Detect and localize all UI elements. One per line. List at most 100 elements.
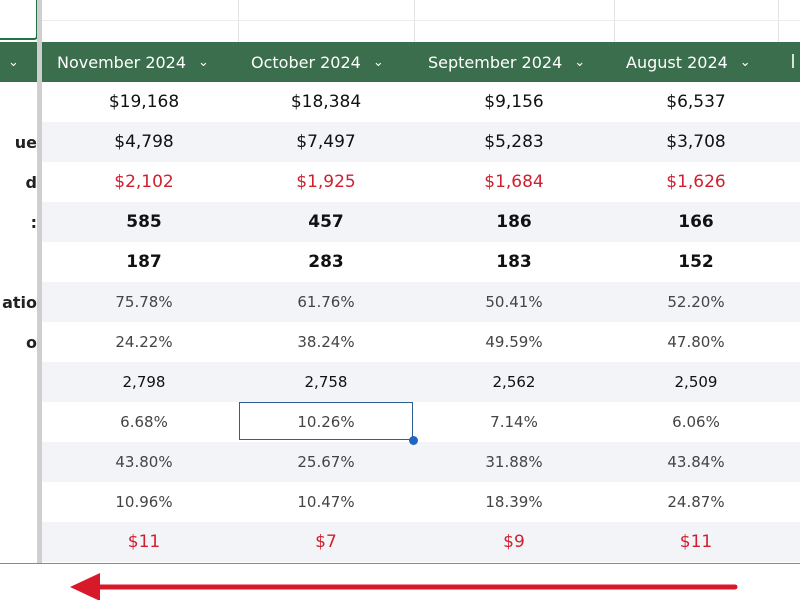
row-label [0,482,37,522]
fill-handle[interactable] [409,436,418,445]
sheet-bottom-border [0,563,800,564]
chevron-down-icon[interactable]: ⌄ [8,54,19,70]
table-cell[interactable]: 38.24% [297,333,355,351]
row-label: ue [14,132,37,152]
table-cell[interactable]: $7,497 [296,132,356,152]
chevron-down-icon[interactable]: ⌄ [372,54,384,70]
row-label: d [25,172,37,192]
table-cell[interactable]: 166 [678,212,714,232]
row-label [0,402,37,442]
chevron-down-icon[interactable]: ⌄ [198,54,209,70]
table-cell[interactable]: 43.80% [115,453,173,471]
table-cell[interactable]: 2,758 [304,373,348,391]
selected-tab-corner[interactable] [0,0,38,40]
table-cell[interactable]: 50.41% [485,293,543,311]
grid-line [614,0,615,42]
row-label [0,522,37,562]
table-cell[interactable]: 2,798 [122,373,166,391]
column-header-label: November 2024 [57,52,187,72]
grid-line [238,0,239,42]
table-row: 43.80% 25.67% 31.88% 43.84% [42,442,800,482]
left-arrow-icon [70,573,738,600]
freeze-pane-divider[interactable] [37,0,42,565]
bottom-area [0,564,800,600]
table-cell[interactable]: $19,168 [108,92,180,112]
column-header-label: September 2024 [428,52,563,72]
chevron-down-icon[interactable]: ⌄ [739,54,751,70]
table-cell[interactable]: $7 [315,532,337,552]
table-cell[interactable]: 457 [308,212,344,232]
table-cell[interactable]: 183 [496,252,532,272]
table-cell[interactable]: 186 [496,212,532,232]
table-row: 75.78% 61.76% 50.41% 52.20% [42,282,800,322]
table-row: 2,798 2,758 2,562 2,509 [42,362,800,402]
column-header-august[interactable]: August 2024 ⌄ [626,42,751,82]
column-header-september[interactable]: September 2024 ⌄ [428,42,585,82]
next-column-edge [792,54,794,68]
table-cell[interactable]: 49.59% [485,333,543,351]
row-label [0,82,37,122]
table-cell[interactable]: 6.68% [120,413,168,431]
table-cell[interactable]: $11 [127,532,161,552]
row-label: atio [2,292,37,312]
table-cell[interactable]: 52.20% [667,293,725,311]
table-cell[interactable]: 47.80% [667,333,725,351]
table-cell[interactable]: $1,626 [666,172,726,192]
table-cell[interactable]: 2,562 [492,373,536,391]
table-cell[interactable]: $1,684 [484,172,544,192]
row-label: o [26,332,37,352]
table-row: $19,168 $18,384 $9,156 $6,537 [42,82,800,122]
table-cell[interactable]: 31.88% [485,453,543,471]
table-cell[interactable]: $4,798 [114,132,174,152]
grid-line [40,20,800,21]
table-header-row: ⌄ November 2024 ⌄ October 2024 ⌄ Septemb… [0,42,800,82]
table-row: $4,798 $7,497 $5,283 $3,708 [42,122,800,162]
grid-line [414,0,415,42]
table-row: $11 $7 $9 $11 [42,522,800,562]
table-cell[interactable]: $1,925 [296,172,356,192]
table-cell[interactable]: 75.78% [115,293,173,311]
table-row: 187 283 183 152 [42,242,800,282]
table-row: $2,102 $1,925 $1,684 $1,626 [42,162,800,202]
table-cell[interactable]: $5,283 [484,132,544,152]
row-label [0,442,37,482]
table-cell[interactable]: 10.96% [115,493,173,511]
table-cell[interactable]: $9,156 [484,92,544,112]
row-label: : [30,212,37,232]
row-label [0,362,37,402]
table-cell[interactable]: $2,102 [114,172,174,192]
table-cell[interactable]: 61.76% [297,293,355,311]
table-cell[interactable]: 152 [678,252,714,272]
table-cell[interactable]: $18,384 [290,92,362,112]
table-cell[interactable]: 18.39% [485,493,543,511]
chevron-down-icon[interactable]: ⌄ [574,54,586,70]
table-cell[interactable]: 43.84% [667,453,725,471]
cell-selection-outline [239,402,413,440]
row-labels-column: ue d : atio o [0,82,37,562]
table-cell[interactable]: 7.14% [490,413,538,431]
column-header-november[interactable]: November 2024 ⌄ [57,42,209,82]
table-cell[interactable]: 585 [126,212,162,232]
table-cell[interactable]: 24.87% [667,493,725,511]
table-row: 24.22% 38.24% 49.59% 47.80% [42,322,800,362]
table-cell[interactable]: 283 [308,252,344,272]
table-cell[interactable]: $11 [679,532,713,552]
table-cell-selected[interactable]: 10.26% [297,413,355,431]
column-header-label: August 2024 [626,52,728,72]
table-cell[interactable]: $6,537 [666,92,726,112]
table-cell[interactable]: 10.47% [297,493,355,511]
row-label [0,242,37,282]
grid-line [778,0,779,42]
table-cell[interactable]: $3,708 [666,132,726,152]
table-cell[interactable]: 2,509 [674,373,718,391]
table-row: 585 457 186 166 [42,202,800,242]
table-row: 6.68% 10.26% 7.14% 6.06% [42,402,800,442]
table-cell[interactable]: 25.67% [297,453,355,471]
table-cell[interactable]: $9 [503,532,525,552]
table-cell[interactable]: 187 [126,252,162,272]
table-cell[interactable]: 24.22% [115,333,173,351]
column-header-october[interactable]: October 2024 ⌄ [251,42,384,82]
table-cell[interactable]: 6.06% [672,413,720,431]
table-row: 10.96% 10.47% 18.39% 24.87% [42,482,800,522]
sheet-top-grid [0,0,800,42]
